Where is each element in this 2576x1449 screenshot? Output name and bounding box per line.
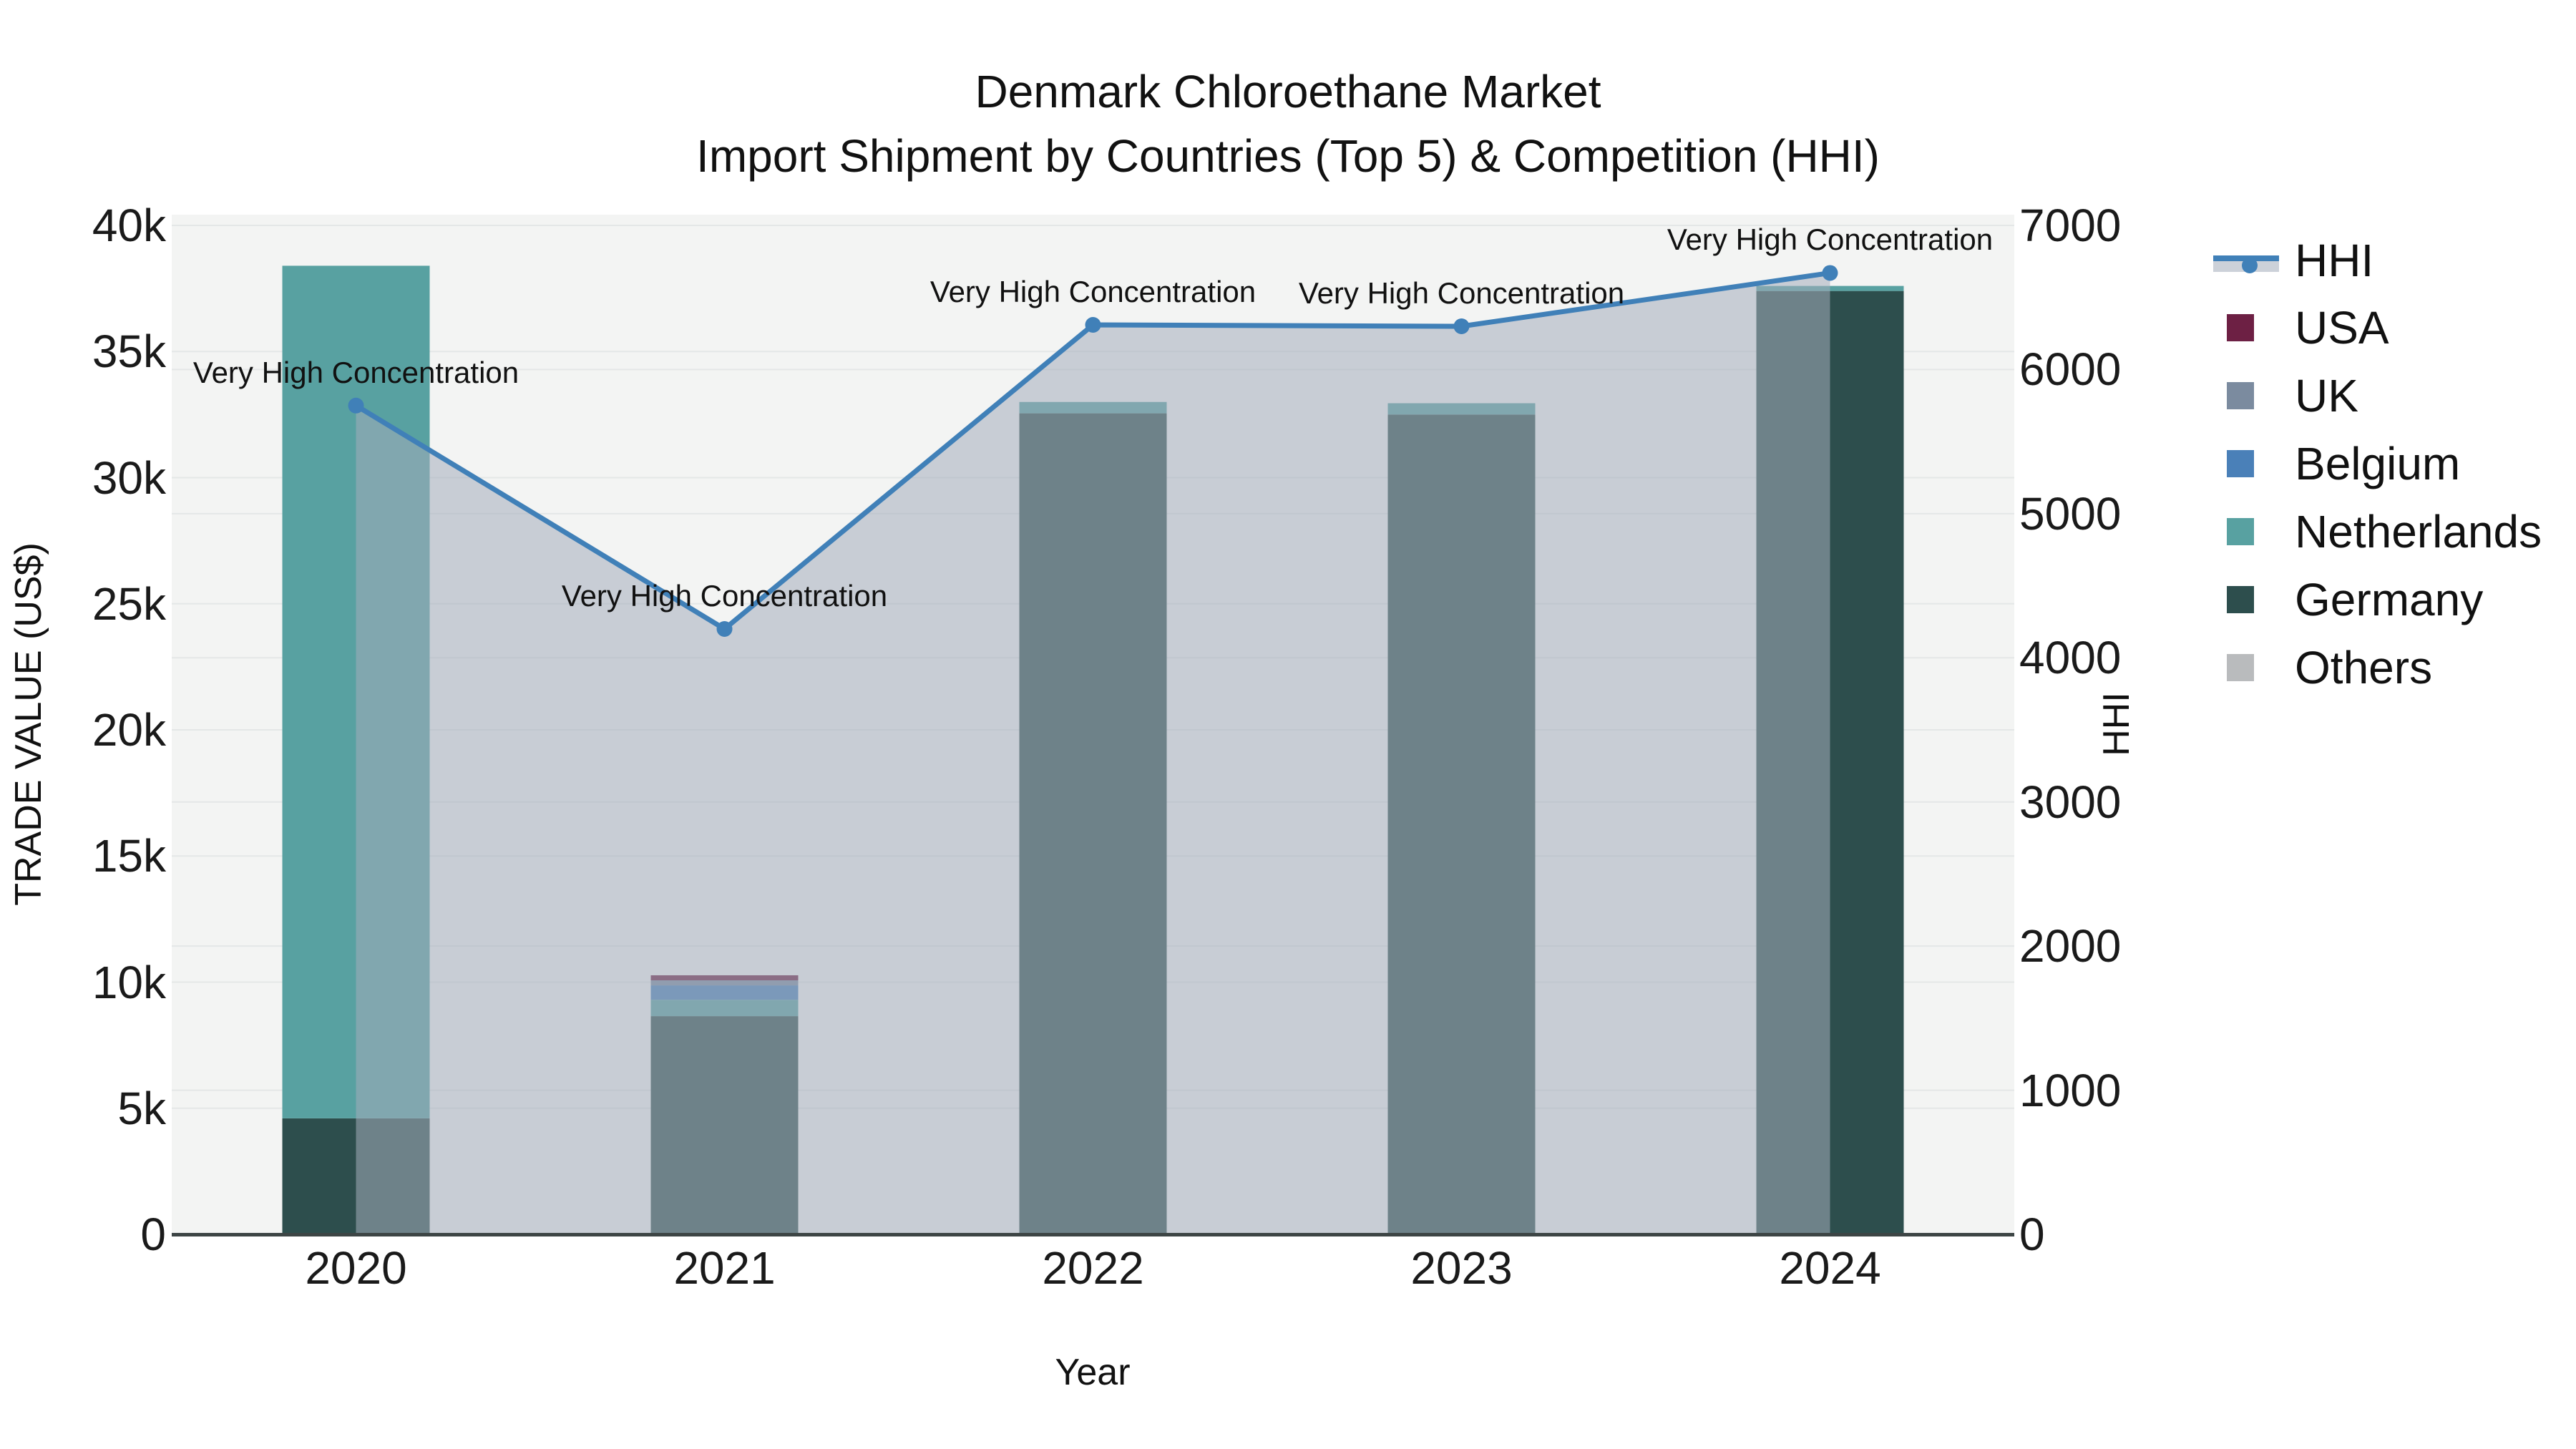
legend-label-germany: Germany xyxy=(2295,574,2484,625)
legend-item-hhi[interactable]: HHI xyxy=(2213,234,2373,287)
color-swatch-icon xyxy=(2227,382,2254,409)
legend-swatch-netherlands xyxy=(2213,514,2288,549)
legend-swatch-others xyxy=(2213,650,2288,685)
x-axis-title: Year xyxy=(1055,1352,1131,1393)
y-tick-left-15k: 15k xyxy=(92,830,166,882)
annotation-2023: Very High Concentration xyxy=(1298,276,1625,310)
y-tick-left-35k: 35k xyxy=(92,326,166,378)
legend-label-belgium: Belgium xyxy=(2295,438,2461,489)
hhi-marker-2023[interactable] xyxy=(1453,318,1470,334)
legend-item-germany[interactable]: Germany xyxy=(2213,573,2483,626)
legend-hhi-line-icon xyxy=(2213,243,2288,278)
color-swatch-icon xyxy=(2227,314,2254,341)
color-swatch-icon xyxy=(2227,586,2254,613)
color-swatch-icon xyxy=(2227,654,2254,681)
x-tick-2022: 2022 xyxy=(1042,1242,1144,1294)
hhi-marker-2021[interactable] xyxy=(716,621,733,637)
legend-swatch-germany xyxy=(2213,582,2288,617)
color-swatch-icon xyxy=(2227,518,2254,545)
y-tick-left-20k: 20k xyxy=(92,704,166,756)
hhi-marker-2024[interactable] xyxy=(1822,265,1838,281)
annotation-2024: Very High Concentration xyxy=(1667,223,1994,257)
y-tick-left-40k: 40k xyxy=(92,200,166,251)
legend-item-netherlands[interactable]: Netherlands xyxy=(2213,505,2542,558)
chart-title-line1: Denmark Chloroethane Market xyxy=(975,66,1601,117)
y-tick-right-7000: 7000 xyxy=(2019,200,2122,251)
legend-item-usa[interactable]: USA xyxy=(2213,301,2389,354)
y-tick-right-3000: 3000 xyxy=(2019,776,2122,828)
x-tick-2023: 2023 xyxy=(1410,1242,1513,1294)
y-tick-right-4000: 4000 xyxy=(2019,632,2122,684)
legend-swatch-belgium xyxy=(2213,447,2288,481)
hhi-marker-2020[interactable] xyxy=(348,397,364,414)
hhi-marker-2022[interactable] xyxy=(1085,316,1101,333)
legend-item-others[interactable]: Others xyxy=(2213,641,2432,694)
x-tick-2020: 2020 xyxy=(305,1242,407,1294)
y-tick-right-5000: 5000 xyxy=(2019,487,2122,540)
hhi-area-fill xyxy=(356,273,1830,1234)
legend-label-others: Others xyxy=(2295,642,2433,693)
x-axis-baseline xyxy=(172,1233,2014,1236)
y-tick-left-10k: 10k xyxy=(92,956,166,1008)
legend-label-uk: UK xyxy=(2295,370,2358,421)
y-tick-right-0: 0 xyxy=(2019,1209,2045,1260)
annotation-2021: Very High Concentration xyxy=(561,579,888,613)
legend-label-netherlands: Netherlands xyxy=(2295,506,2542,557)
legend-hhi-marker-dot xyxy=(2242,258,2258,273)
chart-title-line2: Import Shipment by Countries (Top 5) & C… xyxy=(696,130,1880,182)
legend-item-uk[interactable]: UK xyxy=(2213,369,2358,422)
y-tick-left-0: 0 xyxy=(140,1209,166,1260)
y-tick-right-6000: 6000 xyxy=(2019,343,2122,396)
y-tick-left-25k: 25k xyxy=(92,577,166,630)
annotation-2020: Very High Concentration xyxy=(192,355,519,389)
legend-swatch-uk xyxy=(2213,379,2288,413)
y-tick-left-30k: 30k xyxy=(92,452,166,504)
color-swatch-icon xyxy=(2227,450,2254,477)
y-tick-right-2000: 2000 xyxy=(2019,920,2122,972)
legend-swatch-usa xyxy=(2213,311,2288,345)
annotation-2022: Very High Concentration xyxy=(930,274,1257,308)
y-tick-left-5k: 5k xyxy=(117,1082,166,1134)
y-tick-right-1000: 1000 xyxy=(2019,1064,2122,1116)
x-tick-2024: 2024 xyxy=(1779,1242,1881,1294)
legend-label-hhi: HHI xyxy=(2295,235,2374,286)
legend-label-usa: USA xyxy=(2295,302,2389,353)
legend-item-belgium[interactable]: Belgium xyxy=(2213,437,2460,490)
y-axis-title-left: TRADE VALUE (US$) xyxy=(8,542,49,906)
x-tick-2021: 2021 xyxy=(673,1242,776,1294)
y-axis-title-right: HHI xyxy=(2096,692,2137,756)
